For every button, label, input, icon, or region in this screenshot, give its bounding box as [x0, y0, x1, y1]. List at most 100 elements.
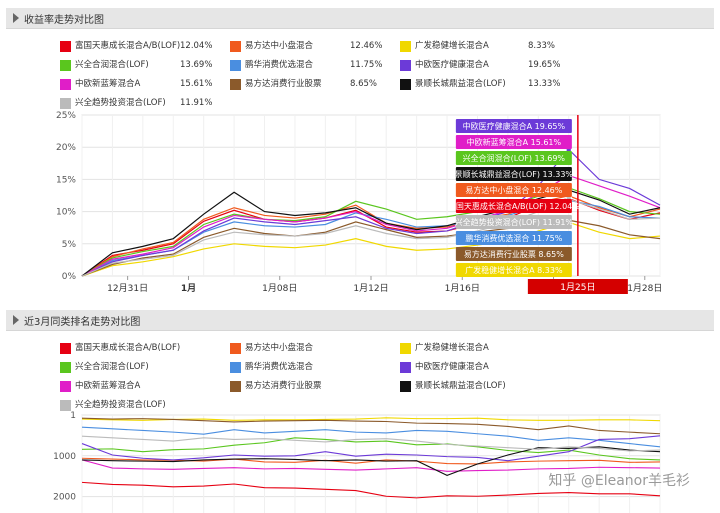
x-tick-label: 1月08日: [262, 283, 297, 294]
tooltip-label: 鹏华消费优选混合 11.75%: [465, 233, 562, 243]
legend-value: 13.33%: [528, 79, 561, 89]
tooltip-box: [455, 263, 572, 277]
tooltip-label: 富国天惠成长混合A/B(LOF) 12.04%: [448, 201, 580, 211]
tooltip-box: [455, 135, 572, 149]
legend-swatch: [60, 41, 71, 52]
legend-label: 景顺长城鼎益混合(LOF): [415, 79, 506, 89]
legend-swatch: [400, 343, 411, 354]
y-tick-label: 1: [70, 411, 76, 421]
tooltip-label: 中欧新蓝筹混合A 15.61%: [467, 137, 562, 147]
legend-item[interactable]: 易方达中小盘混合: [230, 342, 398, 355]
tooltip-box: [455, 183, 572, 197]
legend-item[interactable]: 兴全合润混合(LOF) 13.69%: [60, 59, 228, 72]
legend-swatch: [400, 381, 411, 392]
legend-swatch: [60, 362, 71, 373]
crosshair-date-box: [527, 279, 628, 294]
legend-swatch: [230, 381, 241, 392]
legend-swatch: [60, 79, 71, 90]
legend-item[interactable]: 广发稳健增长混合A: [400, 342, 568, 355]
legend-swatch: [400, 79, 411, 90]
legend-item[interactable]: 鹏华消费优选混合 11.75%: [230, 59, 398, 72]
tooltip-item: 易方达中小盘混合 12.46%: [455, 183, 572, 197]
legend-label: 中欧医疗健康混合A: [415, 60, 489, 70]
legend-value: 19.65%: [528, 60, 561, 70]
legend-item[interactable]: 易方达消费行业股票 8.65%: [230, 78, 398, 91]
tooltip-box: [455, 119, 572, 133]
y-tick-label: 5%: [62, 240, 77, 250]
legend-item[interactable]: 景顺长城鼎益混合(LOF): [400, 380, 568, 393]
tooltip-label: 中欧医疗健康混合A 19.65%: [463, 121, 566, 131]
tooltip-item: 鹏华消费优选混合 11.75%: [455, 231, 572, 245]
tooltip-box: [455, 247, 572, 261]
section-title: 近3月同类排名走势对比图: [24, 317, 141, 328]
section-title: 收益率走势对比图: [24, 15, 104, 26]
legend-value: 11.75%: [350, 60, 383, 70]
tooltip-box: [455, 199, 572, 213]
legend-item[interactable]: 易方达消费行业股票: [230, 380, 398, 393]
series-line: [81, 457, 661, 465]
legend-item[interactable]: 中欧医疗健康混合A: [400, 361, 568, 374]
tooltip-label: 易方达消费行业股票 8.65%: [464, 249, 564, 259]
tooltip-label: 景顺长城鼎益混合(LOF) 13.33%: [455, 169, 574, 179]
collapse-arrow-icon[interactable]: [13, 13, 19, 23]
tooltip-box: [455, 167, 572, 181]
legend-value: 15.61%: [180, 79, 213, 89]
legend-item[interactable]: 广发稳健增长混合A 8.33%: [400, 40, 568, 53]
collapse-arrow-icon[interactable]: [13, 315, 19, 325]
legend-item[interactable]: 中欧新蓝筹混合A: [60, 380, 228, 393]
tooltip-label: 广发稳健增长混合A 8.33%: [465, 265, 563, 275]
tooltip-item: 中欧医疗健康混合A 19.65%: [455, 119, 572, 133]
legend-swatch: [400, 362, 411, 373]
tooltip-item: 广发稳健增长混合A 8.33%: [455, 263, 572, 277]
legend-label: 兴全合润混合(LOF): [75, 60, 149, 70]
series-line: [81, 459, 661, 472]
legend-swatch: [60, 343, 71, 354]
x-tick-label: 1月28日: [627, 283, 662, 294]
tooltip-item: 景顺长城鼎益混合(LOF) 13.33%: [455, 167, 574, 181]
y-tick-label: 2000: [53, 493, 76, 503]
legend-label: 中欧新蓝筹混合A: [75, 79, 141, 89]
legend-swatch: [230, 41, 241, 52]
legend-swatch: [230, 79, 241, 90]
tooltip-label: 兴全趋势投资混合(LOF) 11.91%: [455, 217, 574, 227]
legend-swatch: [60, 381, 71, 392]
tooltip-label: 兴全合润混合(LOF) 13.69%: [463, 153, 566, 163]
legend-swatch: [60, 60, 71, 71]
tooltip-box: [455, 151, 572, 165]
legend-label: 中欧新蓝筹混合A: [75, 381, 141, 391]
legend-item[interactable]: 中欧医疗健康混合A 19.65%: [400, 59, 568, 72]
legend-value: 8.65%: [350, 79, 378, 89]
legend-label: 易方达中小盘混合: [245, 343, 314, 353]
legend-item[interactable]: 中欧新蓝筹混合A 15.61%: [60, 78, 228, 91]
x-tick-label: 12月31日: [107, 283, 148, 294]
legend-label: 广发稳健增长混合A: [415, 343, 489, 353]
legend-label: 兴全合润混合(LOF): [75, 362, 149, 372]
tooltip-box: [455, 231, 572, 245]
y-tick-label: 1000: [53, 452, 76, 462]
legend-label: 富国天惠成长混合A/B(LOF): [75, 41, 181, 51]
plot-area: [81, 414, 661, 513]
y-tick-label: 15%: [56, 175, 76, 185]
legend-item[interactable]: 鹏华消费优选混合: [230, 361, 398, 374]
y-tick-label: 10%: [56, 208, 76, 218]
legend-label: 鹏华消费优选混合: [245, 362, 314, 372]
legend-item[interactable]: 易方达中小盘混合 12.46%: [230, 40, 398, 53]
legend-swatch: [400, 60, 411, 71]
y-tick-label: 20%: [56, 143, 76, 153]
series-line: [81, 426, 661, 448]
legend-value: 11.91%: [180, 98, 213, 108]
watermark-text: 知乎 @Eleanor羊毛衫: [548, 473, 690, 489]
legend-item[interactable]: 兴全趋势投资混合(LOF) 11.91%: [60, 97, 228, 110]
legend-item[interactable]: 兴全趋势投资混合(LOF): [60, 399, 228, 412]
legend-item[interactable]: 兴全合润混合(LOF): [60, 361, 228, 374]
legend-item[interactable]: 富国天惠成长混合A/B(LOF): [60, 342, 228, 355]
x-tick-label: 1月: [181, 283, 196, 294]
series-line: [81, 446, 661, 477]
legend-label: 富国天惠成长混合A/B(LOF): [75, 343, 181, 353]
y-tick-label: 25%: [56, 111, 76, 121]
legend-item[interactable]: 富国天惠成长混合A/B(LOF) 12.04%: [60, 40, 228, 53]
legend-item[interactable]: 景顺长城鼎益混合(LOF) 13.33%: [400, 78, 568, 91]
series-line: [81, 437, 661, 461]
x-tick-label: 1月12日: [353, 283, 388, 294]
ranking-line-chart: 1 1000 2000: [53, 411, 661, 513]
